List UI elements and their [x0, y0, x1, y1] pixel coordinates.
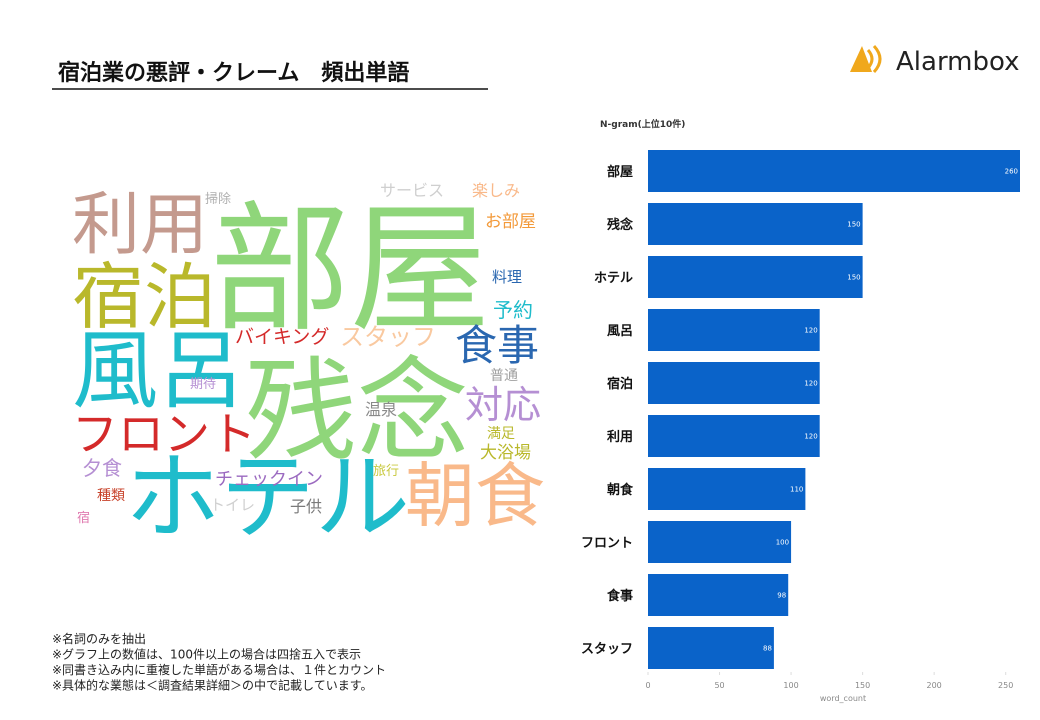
cloud-word: お部屋	[485, 212, 536, 232]
cloud-word: 旅行	[373, 464, 399, 479]
cloud-word: 朝食	[405, 455, 545, 537]
y-tick-label: 風呂	[607, 324, 633, 339]
cloud-word: 残念	[245, 347, 469, 477]
value-label: 100	[776, 539, 789, 547]
cloud-word: 料理	[492, 268, 522, 286]
cloud-word: 対応	[465, 383, 541, 427]
value-label: 120	[804, 380, 817, 388]
cloud-word: 部屋	[210, 189, 490, 352]
cloud-word: 温泉	[365, 400, 397, 419]
value-label: 110	[790, 486, 803, 494]
cloud-word: トイレ	[210, 496, 255, 514]
cloud-word: 種類	[97, 488, 125, 504]
y-tick-label: 食事	[607, 588, 633, 604]
cloud-word: 子供	[290, 497, 322, 516]
y-tick-label: 朝食	[607, 482, 634, 498]
bar	[648, 309, 820, 351]
note-line: ※名詞のみを抽出	[52, 631, 146, 646]
bar	[648, 150, 1020, 192]
y-tick-label: 部屋	[607, 164, 633, 180]
value-label: 98	[777, 592, 786, 600]
y-tick-label: 利用	[607, 429, 633, 445]
bar	[648, 203, 863, 245]
cloud-word: 満足	[487, 426, 515, 442]
bar	[648, 256, 863, 298]
value-label: 150	[847, 221, 860, 229]
x-tick-label: 250	[998, 681, 1013, 690]
cloud-word: 宿泊	[72, 255, 216, 339]
y-tick-label: フロント	[581, 536, 633, 551]
x-tick-label: 100	[783, 681, 798, 690]
cloud-word: サービス	[380, 181, 444, 200]
cloud-word: 予約	[493, 298, 533, 322]
x-tick-label: 50	[714, 681, 724, 690]
cloud-word: バイキング	[235, 326, 329, 348]
notes: ※名詞のみを抽出※グラフ上の数値は、100件以上の場合は四捨五入で表示※同書き込…	[52, 631, 386, 693]
cloud-word: 大浴場	[480, 443, 531, 463]
value-label: 88	[763, 645, 772, 653]
x-tick-label: 150	[855, 681, 870, 690]
cloud-word: 普通	[490, 368, 518, 384]
logo-text: Alarmbox	[896, 47, 1020, 77]
logo-icon	[850, 44, 882, 74]
cloud-word: 利用	[72, 186, 208, 265]
cloud-word: 夕食	[82, 456, 122, 480]
cloud-word: 楽しみ	[472, 181, 520, 200]
x-tick-label: 200	[927, 681, 942, 690]
y-tick-label: 宿泊	[607, 376, 633, 392]
note-line: ※グラフ上の数値は、100件以上の場合は四捨五入で表示	[52, 647, 361, 662]
cloud-word: スタッフ	[340, 323, 436, 351]
cloud-word: チェックイン	[215, 469, 323, 490]
cloud-word: 食事	[455, 321, 539, 370]
note-line: ※具体的な業態は＜調査結果詳細＞の中で記載しています。	[52, 678, 373, 693]
bar	[648, 362, 820, 404]
cloud-word: 風呂	[72, 321, 244, 421]
bar-chart: N-gram(上位10件) word_count 0 50 100 150 200 250…	[581, 118, 1020, 703]
y-tick-label: スタッフ	[581, 642, 633, 657]
bar	[648, 574, 789, 616]
bar	[648, 468, 806, 510]
y-tick-label: 残念	[607, 217, 633, 233]
value-label: 120	[804, 327, 817, 335]
bar	[648, 627, 774, 669]
cloud-word: 掃除	[205, 191, 231, 207]
slide-title: 宿泊業の悪評・クレーム 頻出単語	[58, 60, 409, 86]
value-label: 260	[1005, 168, 1018, 176]
bar	[648, 521, 792, 563]
chart-title: N-gram(上位10件)	[600, 118, 685, 130]
y-tick-label: ホテル	[594, 271, 633, 286]
bar	[648, 415, 820, 457]
value-label: 120	[804, 433, 817, 441]
note-line: ※同書き込み内に重複した単語がある場合は、１件とカウント	[52, 662, 386, 677]
cloud-word: フロント	[72, 407, 256, 461]
cloud-word: 宿	[77, 510, 90, 526]
x-axis-label: word_count	[820, 694, 866, 703]
x-tick-label: 0	[645, 681, 650, 690]
cloud-word: 期待	[190, 377, 216, 392]
value-label: 150	[847, 274, 860, 282]
cloud-word: ホテル	[125, 443, 410, 553]
